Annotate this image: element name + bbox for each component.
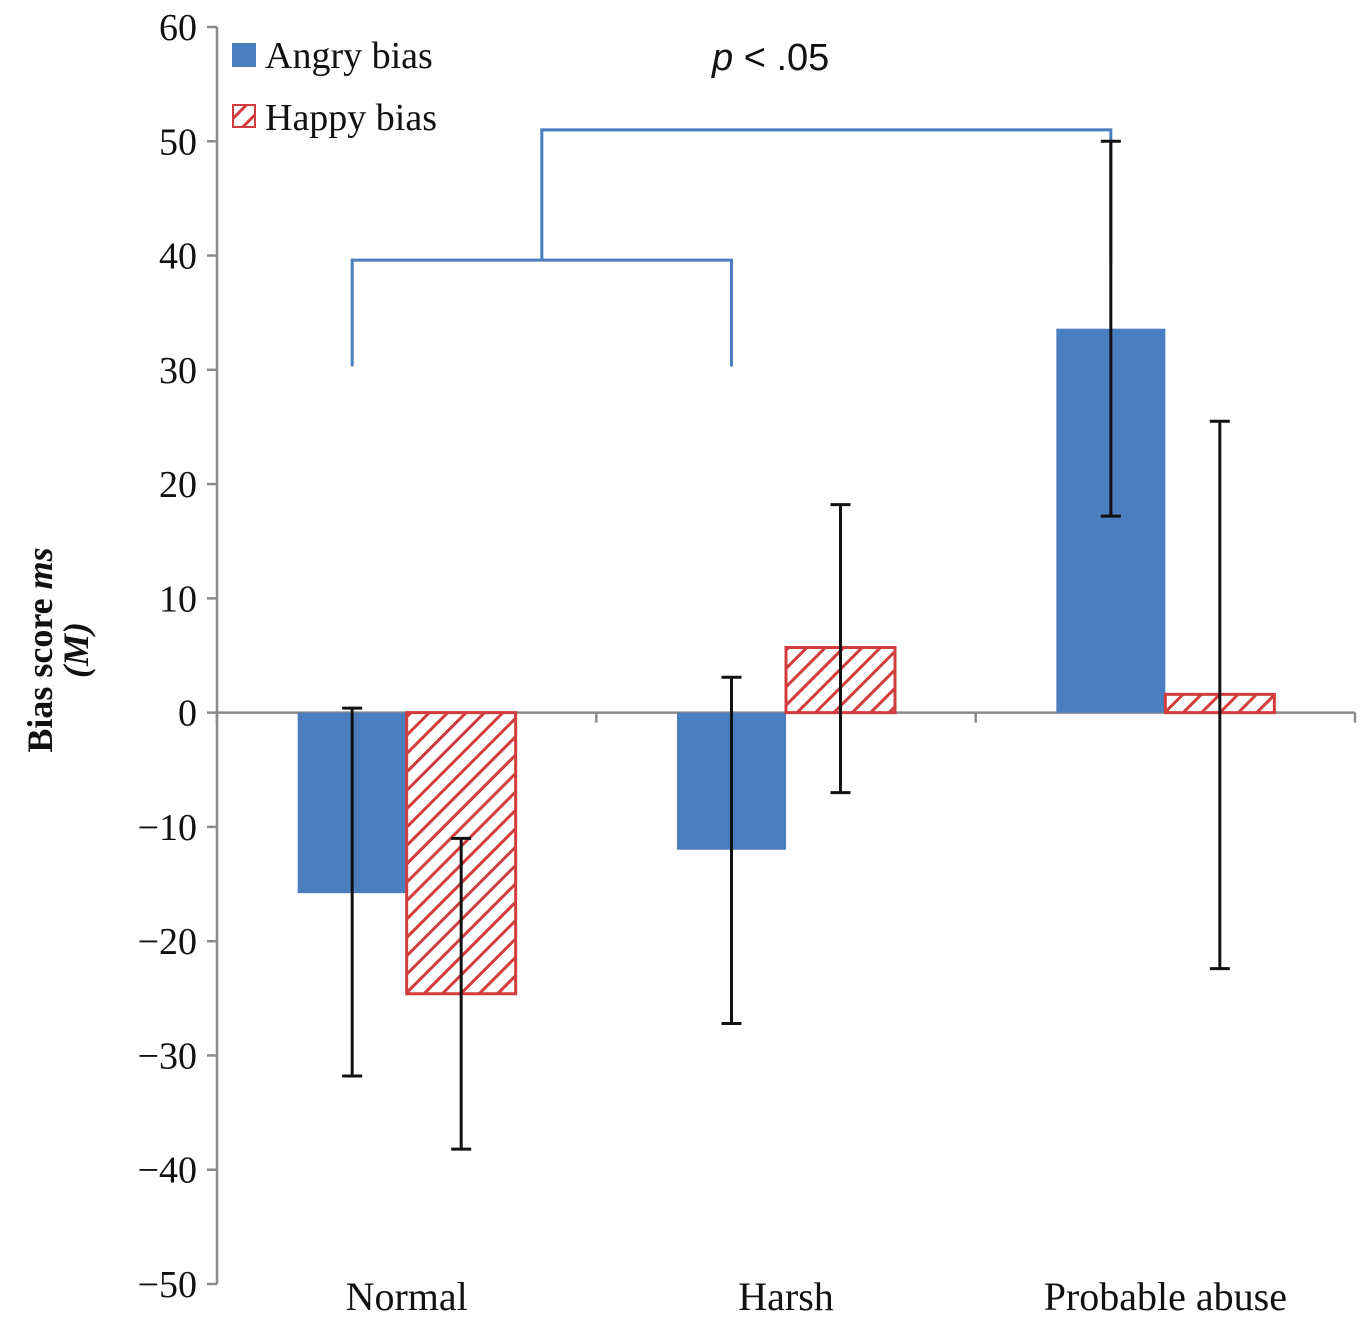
significance-label: p < .05 [711, 37, 829, 79]
y-tick-label: 10 [159, 578, 197, 620]
bars [297, 328, 1276, 996]
category-label-1: Harsh [738, 1274, 834, 1319]
y-tick-label: 60 [159, 7, 197, 49]
y-tick-label: −10 [138, 807, 197, 849]
y-tick-label: 40 [159, 236, 197, 278]
legend-swatch-angry [232, 43, 256, 67]
y-tick-label: 0 [178, 693, 197, 735]
legend-swatch-happy [232, 104, 256, 128]
category-label-2: Probable abuse [1044, 1274, 1287, 1319]
significance-p: p [711, 37, 733, 79]
legend-label-happy: Happy bias [265, 97, 437, 139]
y-tick-label: −40 [138, 1150, 197, 1192]
y-tick-label: −50 [138, 1264, 197, 1306]
y-axis-label-main: Bias score [20, 598, 60, 752]
legend: Angry bias Happy bias [232, 35, 437, 139]
y-axis-label-stat: (M) [56, 622, 96, 678]
y-tick-label: −20 [138, 921, 197, 963]
bracket-outer [540, 128, 1113, 264]
error-bars [342, 139, 1230, 1151]
y-tick-label: 50 [159, 121, 197, 163]
y-axis-label-unit: ms [20, 547, 60, 589]
y-tick-label: −30 [138, 1035, 197, 1077]
y-tick-label: 20 [159, 464, 197, 506]
category-label-0: Normal [346, 1274, 468, 1319]
y-tick-label: 30 [159, 350, 197, 392]
category-labels: Normal Harsh Probable abuse [346, 1274, 1287, 1319]
bracket-inner [350, 258, 733, 367]
y-axis-label: Bias score ms [20, 547, 60, 752]
significance-bracket [350, 128, 1113, 367]
axes: −50 −40 −30 −20 −10 0 10 20 30 40 50 60 [138, 7, 1357, 1306]
significance-threshold: < .05 [733, 37, 829, 79]
legend-label-angry: Angry bias [265, 35, 433, 77]
